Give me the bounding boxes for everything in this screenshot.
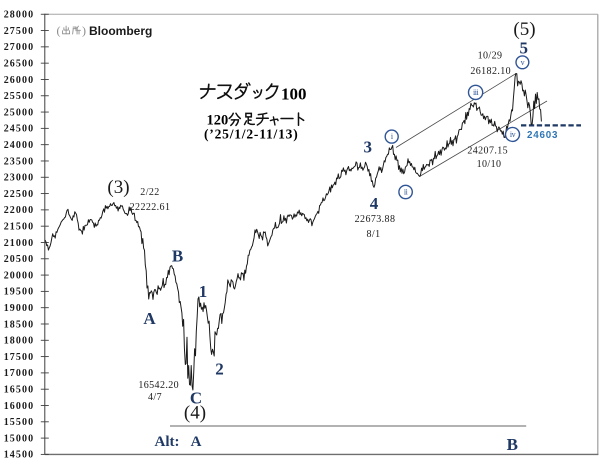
svg-text:24000: 24000 xyxy=(4,140,35,151)
svg-text:4: 4 xyxy=(370,194,379,213)
svg-text:15000: 15000 xyxy=(4,433,35,444)
svg-text:8/1: 8/1 xyxy=(367,229,381,240)
svg-text:(’25/1/2-11/13): (’25/1/2-11/13) xyxy=(204,127,299,142)
svg-text:24603: 24603 xyxy=(527,130,558,141)
svg-text:100: 100 xyxy=(281,85,307,104)
svg-text:22673.88: 22673.88 xyxy=(355,214,396,225)
svg-text:Bloomberg: Bloomberg xyxy=(89,24,152,38)
svg-text:v: v xyxy=(521,58,525,67)
svg-text:iv: iv xyxy=(510,130,516,139)
svg-text:): ) xyxy=(82,24,86,38)
svg-text:21000: 21000 xyxy=(4,238,35,249)
svg-text:16500: 16500 xyxy=(4,385,35,396)
svg-text:17000: 17000 xyxy=(4,368,35,379)
svg-text:2/22: 2/22 xyxy=(140,187,159,198)
svg-text:10/10: 10/10 xyxy=(477,159,502,170)
svg-text:25500: 25500 xyxy=(4,91,35,102)
svg-text:iii: iii xyxy=(473,88,479,97)
svg-text:(5): (5) xyxy=(513,19,535,40)
svg-text:24500: 24500 xyxy=(4,124,35,135)
svg-text:23000: 23000 xyxy=(4,173,35,184)
svg-text:25000: 25000 xyxy=(4,107,35,118)
svg-text:14500: 14500 xyxy=(4,450,35,461)
svg-text:19500: 19500 xyxy=(4,287,35,298)
svg-text:(4): (4) xyxy=(184,403,206,424)
svg-text:24207.15: 24207.15 xyxy=(467,146,508,157)
svg-text:(3): (3) xyxy=(107,177,129,198)
svg-text:27000: 27000 xyxy=(4,42,35,53)
svg-text:22222.61: 22222.61 xyxy=(130,202,171,213)
svg-text:22000: 22000 xyxy=(4,205,35,216)
svg-text:5: 5 xyxy=(519,39,528,58)
svg-text:16542.20: 16542.20 xyxy=(138,380,179,391)
svg-text:22500: 22500 xyxy=(4,189,35,200)
svg-text:2: 2 xyxy=(215,360,224,379)
svg-text:B: B xyxy=(507,435,518,454)
svg-text:10/29: 10/29 xyxy=(478,51,503,62)
svg-text:A: A xyxy=(191,434,202,450)
svg-text:Alt:: Alt: xyxy=(155,434,180,450)
svg-text:28000: 28000 xyxy=(4,10,35,21)
svg-text:120: 120 xyxy=(207,113,229,129)
svg-text:B: B xyxy=(172,247,183,266)
svg-text:16000: 16000 xyxy=(4,401,35,412)
svg-text:26182.10: 26182.10 xyxy=(470,66,511,77)
svg-text:3: 3 xyxy=(364,138,373,157)
svg-text:18000: 18000 xyxy=(4,336,35,347)
svg-text:27500: 27500 xyxy=(4,26,35,37)
svg-text:21500: 21500 xyxy=(4,221,35,232)
svg-text:23500: 23500 xyxy=(4,156,35,167)
svg-text:A: A xyxy=(143,309,156,328)
svg-text:20500: 20500 xyxy=(4,254,35,265)
svg-text:(: ( xyxy=(57,24,61,38)
svg-text:1: 1 xyxy=(199,282,208,301)
svg-text:26500: 26500 xyxy=(4,58,35,69)
svg-text:26000: 26000 xyxy=(4,75,35,86)
svg-text:20000: 20000 xyxy=(4,270,35,281)
svg-text:18500: 18500 xyxy=(4,319,35,330)
svg-text:17500: 17500 xyxy=(4,352,35,363)
svg-text:ii: ii xyxy=(404,188,409,197)
svg-text:4/7: 4/7 xyxy=(148,392,162,403)
svg-text:C: C xyxy=(190,389,202,408)
svg-text:19000: 19000 xyxy=(4,303,35,314)
svg-text:15500: 15500 xyxy=(4,417,35,428)
